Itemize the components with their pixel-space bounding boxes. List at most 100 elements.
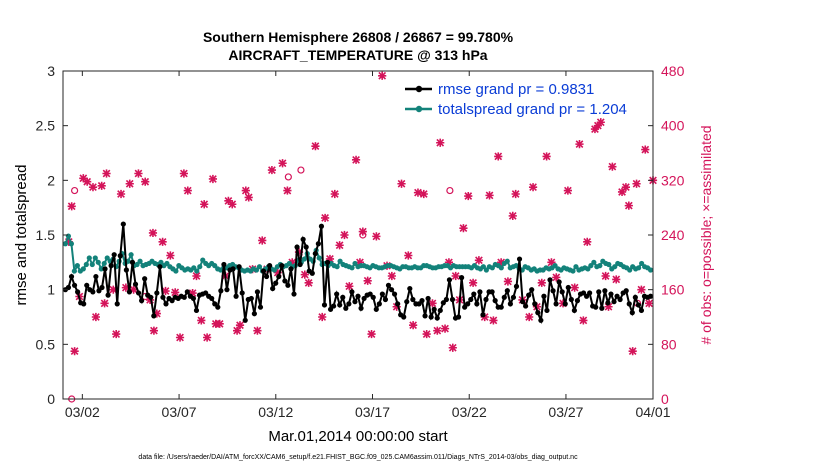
series-1-point-9 bbox=[89, 261, 95, 268]
obs-assimilated-marker-40 bbox=[228, 200, 237, 209]
series-0-point-32 bbox=[160, 294, 166, 300]
x-tick-label-1: 03/07 bbox=[162, 404, 197, 420]
series-0-point-106 bbox=[385, 282, 392, 288]
obs-assimilated-marker-91 bbox=[468, 278, 478, 287]
obs-assimilated-marker-94 bbox=[485, 191, 494, 200]
obs-assimilated-marker-7 bbox=[91, 312, 100, 322]
obs-assimilated-marker-13 bbox=[116, 189, 126, 199]
series-0-point-178 bbox=[605, 300, 611, 306]
obs-assimilated-marker-98 bbox=[503, 277, 513, 286]
series-0-point-55 bbox=[230, 266, 236, 272]
chart-title-line2: AIRCRAFT_TEMPERATURE @ 313 hPa bbox=[228, 47, 487, 63]
obs-assimilated-marker-82 bbox=[433, 326, 442, 335]
plot-area bbox=[63, 71, 653, 399]
series-0-point-98 bbox=[361, 295, 367, 302]
series-1-point-151 bbox=[513, 263, 519, 269]
obs-assimilated-marker-41 bbox=[232, 326, 242, 335]
obs-assimilated-marker-31 bbox=[192, 271, 201, 281]
series-0-point-52 bbox=[221, 261, 227, 268]
obs-assimilated-marker-17 bbox=[134, 169, 143, 178]
series-0-point-134 bbox=[471, 291, 477, 297]
obs-assimilated-marker-66 bbox=[355, 258, 365, 267]
series-0-point-107 bbox=[388, 287, 395, 293]
obs-assimilated-marker-55 bbox=[300, 270, 309, 279]
obs-assimilated-marker-23 bbox=[158, 237, 167, 246]
series-0-point-21 bbox=[126, 289, 133, 295]
series-0-point-91 bbox=[340, 294, 346, 300]
series-0-point-50 bbox=[215, 304, 221, 310]
series-1-point-80 bbox=[301, 256, 307, 262]
series-0-point-138 bbox=[483, 296, 489, 303]
series-1-point-32 bbox=[158, 259, 164, 265]
series-0-point-188 bbox=[635, 302, 641, 308]
obs-assimilated-marker-105 bbox=[537, 278, 546, 287]
series-1-point-65 bbox=[256, 264, 263, 270]
series-0-point-102 bbox=[373, 306, 379, 312]
series-0-point-12 bbox=[99, 284, 105, 291]
series-0-point-120 bbox=[428, 314, 434, 320]
series-0-point-140 bbox=[489, 289, 495, 295]
series-0-point-137 bbox=[480, 312, 486, 318]
series-0-point-39 bbox=[181, 294, 187, 300]
series-0-point-121 bbox=[431, 306, 437, 312]
obs-assimilated-marker-33 bbox=[200, 200, 209, 209]
series-1-point-182 bbox=[606, 261, 612, 268]
series-1-point-3 bbox=[71, 268, 77, 274]
legend-marker-rmse bbox=[415, 85, 423, 93]
series-1-point-184 bbox=[612, 264, 618, 270]
series-0-point-22 bbox=[129, 259, 136, 265]
y-tick-label-6: 3 bbox=[47, 63, 55, 79]
series-1-point-97 bbox=[352, 260, 358, 267]
y-tick-label-3: 1.5 bbox=[36, 227, 56, 243]
series-1-point-25 bbox=[137, 258, 143, 264]
series-0-point-74 bbox=[288, 266, 294, 272]
series-0-point-29 bbox=[151, 313, 157, 319]
obs-assimilated-marker-43 bbox=[241, 186, 250, 195]
series-0-point-40 bbox=[184, 289, 190, 295]
series-0-point-109 bbox=[395, 301, 401, 307]
series-0-point-76 bbox=[294, 244, 300, 250]
series-1-point-22 bbox=[128, 252, 134, 258]
series-0-point-104 bbox=[379, 291, 385, 297]
series-0-point-166 bbox=[568, 296, 574, 303]
obs-assimilated-marker-71 bbox=[378, 71, 387, 80]
obs-assimilated-marker-74 bbox=[392, 302, 401, 311]
series-0-point-19 bbox=[120, 221, 126, 227]
obs-assimilated-marker-20 bbox=[148, 228, 158, 238]
series-0-point-101 bbox=[370, 294, 376, 300]
series-1-point-43 bbox=[191, 265, 197, 271]
obs-assimilated-marker-56 bbox=[304, 278, 313, 287]
series-0-point-113 bbox=[407, 285, 413, 292]
series-0-point-135 bbox=[474, 301, 480, 307]
data-file-annotation: data file: /Users/raeder/DAI/ATM_forcXX/… bbox=[138, 454, 578, 461]
obs-assimilated-marker-122 bbox=[617, 187, 627, 197]
obs-assimilated-marker-80 bbox=[422, 329, 431, 339]
obs-assimilated-marker-62 bbox=[335, 241, 344, 250]
series-1-point-4 bbox=[74, 263, 80, 269]
y-tick-label-4: 2 bbox=[47, 172, 55, 188]
obs-assimilated-marker-118 bbox=[601, 271, 610, 281]
series-0-point-170 bbox=[580, 290, 587, 296]
series-layer bbox=[62, 221, 654, 325]
series-0-point-182 bbox=[617, 296, 623, 303]
obs-assimilated-marker-126 bbox=[632, 179, 641, 188]
series-0-point-152 bbox=[526, 292, 532, 298]
series-0-point-168 bbox=[574, 298, 581, 304]
series-0-point-20 bbox=[123, 267, 129, 273]
series-0-point-149 bbox=[516, 256, 523, 262]
y2-tick-label-4: 320 bbox=[661, 172, 685, 188]
series-0-point-130 bbox=[459, 275, 465, 281]
series-0-point-66 bbox=[263, 273, 270, 280]
series-1-point-92 bbox=[337, 258, 343, 264]
series-0-point-108 bbox=[391, 291, 398, 297]
legend-label-rmse: rmse grand pr = 0.9831 bbox=[438, 81, 594, 98]
series-0-point-133 bbox=[468, 296, 474, 303]
y-tick-label-1: 0.5 bbox=[36, 336, 56, 352]
series-0-point-176 bbox=[599, 305, 605, 311]
series-0-point-73 bbox=[285, 282, 291, 288]
series-0-point-156 bbox=[538, 317, 544, 323]
series-0-point-25 bbox=[139, 298, 145, 304]
obs-possible-marker-2 bbox=[284, 173, 292, 181]
obs-assimilated-marker-119 bbox=[604, 302, 613, 311]
